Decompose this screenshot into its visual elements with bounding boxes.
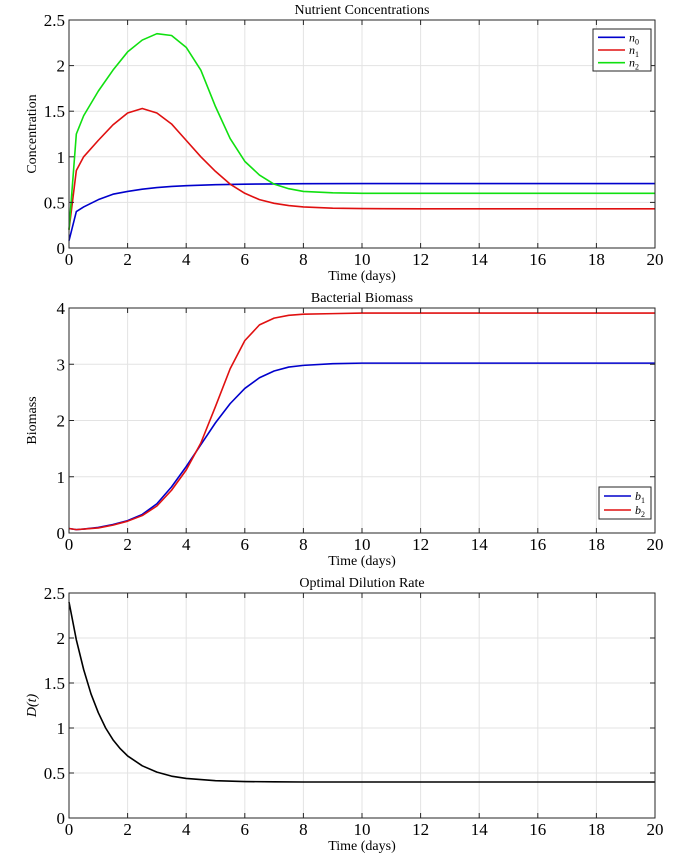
- y-tick-label: 1: [57, 468, 66, 487]
- y-tick-label: 3: [57, 355, 66, 374]
- y-tick-label: 0: [57, 524, 66, 543]
- x-tick-label: 4: [182, 250, 191, 269]
- series-line-n1: [68, 107, 655, 230]
- x-tick-label: 16: [529, 250, 546, 269]
- legend-label-subscript: 1: [641, 496, 645, 505]
- chart-title: Bacterial Biomass: [311, 291, 413, 306]
- x-tick-label: 14: [471, 820, 489, 839]
- legend-label-subscript: 0: [635, 37, 639, 46]
- legend-label-subscript: 2: [635, 63, 639, 72]
- series-line-b2: [68, 312, 655, 531]
- x-tick-label: 0: [65, 535, 74, 554]
- x-tick-label: 2: [123, 250, 132, 269]
- x-tick-label: 6: [241, 250, 250, 269]
- legend-label-n2: n2: [629, 56, 639, 72]
- chart-title: Nutrient Concentrations: [295, 3, 430, 18]
- legend-label-subscript: 2: [641, 510, 645, 519]
- x-tick-label: 4: [182, 820, 191, 839]
- legend-label-b1: b1: [635, 489, 645, 505]
- x-tick-label: 6: [241, 820, 250, 839]
- y-tick-label: 0: [57, 809, 66, 828]
- x-tick-label: 8: [299, 250, 308, 269]
- x-axis-label: Time (days): [328, 269, 396, 284]
- legend-label-base: n: [629, 43, 635, 57]
- x-tick-label: 2: [123, 535, 132, 554]
- x-axis-label: Time (days): [328, 554, 396, 569]
- y-tick-label: 2.5: [44, 11, 65, 30]
- y-tick-label: 4: [57, 299, 66, 318]
- x-tick-label: 18: [588, 820, 605, 839]
- y-tick-label: 0: [57, 239, 66, 258]
- y-axis-label: Concentration: [25, 94, 40, 173]
- x-tick-label: 18: [588, 535, 605, 554]
- y-tick-label: 0.5: [44, 193, 65, 212]
- x-axis-label: Time (days): [328, 839, 396, 854]
- legend-label-base: b: [635, 503, 641, 517]
- y-tick-label: 0.5: [44, 764, 65, 783]
- y-tick-label: 2.5: [44, 584, 65, 603]
- legend-label-n0: n0: [629, 30, 639, 46]
- y-tick-label: 1: [57, 719, 66, 738]
- chart-title: Optimal Dilution Rate: [299, 576, 424, 591]
- x-tick-label: 12: [412, 250, 429, 269]
- y-tick-label: 2: [57, 57, 66, 76]
- legend-label-base: n: [629, 30, 635, 44]
- series-line-Dt: [68, 601, 655, 783]
- legend-label-b2: b2: [635, 503, 645, 519]
- chart-panel-3: 0 2 4 6 8 10 12 14 16 18 20 0 0.5 1 1.5 2 2.5 Optimal Dil…: [25, 576, 664, 854]
- x-tick-label: 10: [354, 820, 371, 839]
- y-tick-label: 2: [57, 412, 66, 431]
- x-tick-label: 10: [354, 250, 371, 269]
- y-tick-label: 2: [57, 629, 66, 648]
- x-tick-label: 0: [65, 820, 74, 839]
- x-tick-label: 12: [412, 820, 429, 839]
- y-tick-label: 1.5: [44, 674, 65, 693]
- x-tick-label: 20: [647, 250, 664, 269]
- x-tick-label: 4: [182, 535, 191, 554]
- legend-label-n1: n1: [629, 43, 639, 59]
- x-tick-label: 8: [299, 820, 308, 839]
- x-tick-label: 20: [647, 535, 664, 554]
- y-axis-label: D(t): [25, 694, 40, 719]
- x-tick-label: 16: [529, 820, 546, 839]
- y-tick-label: 1.5: [44, 102, 65, 121]
- legend-box: [598, 486, 652, 520]
- x-tick-label: 6: [241, 535, 250, 554]
- x-tick-label: 0: [65, 250, 74, 269]
- x-tick-label: 14: [471, 250, 489, 269]
- x-tick-label: 18: [588, 250, 605, 269]
- x-tick-label: 16: [529, 535, 546, 554]
- x-tick-label: 12: [412, 535, 429, 554]
- x-tick-label: 14: [471, 535, 489, 554]
- y-tick-label: 1: [57, 148, 66, 167]
- x-tick-label: 8: [299, 535, 308, 554]
- legend-label-base: n: [629, 56, 635, 70]
- x-tick-label: 2: [123, 820, 132, 839]
- legend-label-subscript: 1: [635, 50, 639, 59]
- series-line-n0: [68, 182, 655, 241]
- y-axis-label: Biomass: [25, 396, 40, 444]
- series-line-n2: [68, 32, 655, 230]
- x-tick-label: 20: [647, 820, 664, 839]
- legend-label-base: b: [635, 489, 641, 503]
- x-tick-label: 10: [354, 535, 371, 554]
